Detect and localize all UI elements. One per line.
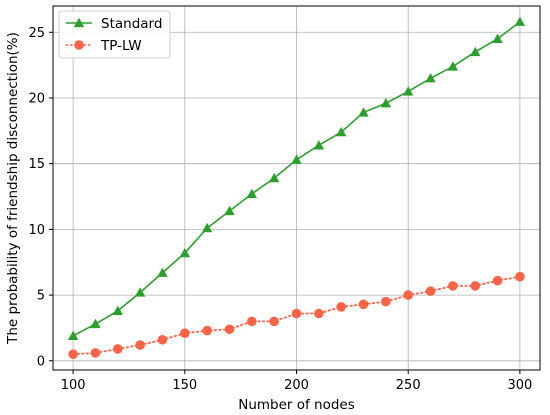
legend-item: TP-LW	[65, 38, 142, 54]
data-point-triangle	[268, 172, 280, 183]
y-axis: 0 5 10 15 20 25	[28, 26, 53, 369]
data-point-triangle	[492, 33, 503, 44]
data-point-triangle	[291, 154, 302, 164]
data-point-circle	[180, 328, 190, 339]
y-tick-label: 25	[28, 26, 45, 41]
series-layer	[67, 16, 526, 360]
data-point-triangle	[224, 205, 235, 216]
data-point-circle	[470, 281, 481, 291]
x-tick-label: 150	[172, 378, 197, 393]
legend-label: Standard	[101, 16, 162, 32]
data-point-circle	[425, 286, 436, 296]
series-tp-lw	[68, 271, 525, 360]
data-point-circle	[381, 296, 391, 307]
data-point-circle	[492, 275, 503, 286]
data-point-triangle	[358, 107, 369, 117]
data-point-triangle	[514, 16, 526, 26]
data-point-circle	[135, 340, 145, 350]
data-point-triangle	[112, 305, 123, 316]
y-tick-label: 20	[28, 91, 45, 106]
data-point-circle	[291, 308, 302, 319]
data-point-triangle	[335, 126, 347, 137]
y-tick-label: 15	[28, 157, 45, 172]
legend-item: Standard	[66, 16, 162, 32]
data-point-triangle	[201, 222, 213, 233]
data-point-triangle	[90, 318, 101, 329]
data-point-circle	[358, 299, 369, 310]
x-tick-label: 200	[284, 378, 309, 393]
data-point-triangle	[134, 287, 146, 297]
y-tick-label: 10	[28, 223, 45, 238]
data-point-triangle	[313, 140, 325, 150]
data-point-circle	[112, 344, 123, 354]
x-tick-label: 250	[396, 378, 421, 393]
data-point-triangle	[380, 98, 392, 108]
x-axis: 100 150 200 250 300	[61, 370, 532, 393]
legend-label: TP-LW	[100, 38, 142, 54]
x-axis-label: Number of nodes	[238, 397, 355, 413]
y-tick-label: 0	[37, 354, 45, 369]
data-point-circle	[224, 324, 235, 335]
y-axis-label: The probability of friendship disconnect…	[5, 32, 21, 345]
data-point-triangle	[67, 330, 79, 340]
data-point-triangle	[447, 61, 459, 71]
data-point-circle	[68, 349, 78, 360]
data-point-circle	[157, 334, 168, 345]
data-point-triangle	[425, 73, 436, 83]
data-point-triangle	[73, 17, 85, 28]
data-point-circle	[403, 290, 413, 300]
series-standard	[67, 16, 526, 340]
data-point-triangle	[157, 267, 168, 277]
x-tick-label: 300	[507, 378, 532, 393]
data-point-circle	[515, 271, 525, 282]
x-tick-label: 100	[61, 378, 86, 393]
y-tick-label: 5	[37, 289, 45, 304]
data-point-circle	[90, 348, 101, 358]
data-point-circle	[448, 281, 458, 291]
data-point-circle	[247, 316, 257, 327]
data-point-circle	[336, 302, 346, 312]
legend: Standard TP-LW	[58, 10, 171, 59]
data-point-triangle	[402, 86, 414, 96]
data-point-circle	[202, 325, 212, 336]
data-point-circle	[269, 316, 279, 327]
data-point-circle	[314, 308, 324, 319]
data-point-triangle	[179, 247, 191, 258]
data-point-triangle	[246, 188, 258, 199]
data-point-circle	[74, 40, 84, 50]
data-point-triangle	[470, 46, 481, 57]
